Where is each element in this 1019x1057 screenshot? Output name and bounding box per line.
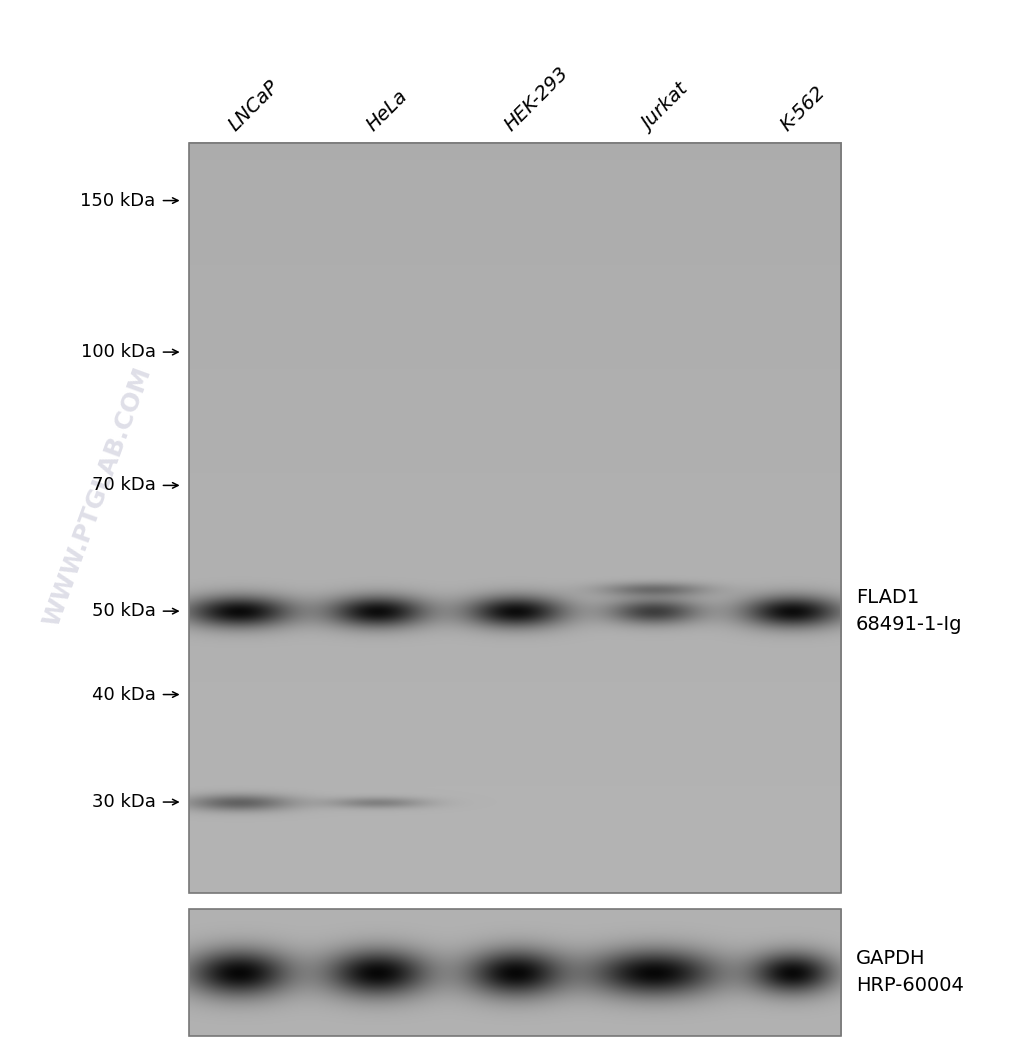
Text: 70 kDa: 70 kDa bbox=[92, 477, 156, 495]
Text: GAPDH
HRP-60004: GAPDH HRP-60004 bbox=[856, 949, 964, 995]
Text: 100 kDa: 100 kDa bbox=[81, 344, 156, 361]
Bar bbox=[189, 143, 841, 893]
Text: FLAD1
68491-1-Ig: FLAD1 68491-1-Ig bbox=[856, 589, 962, 634]
Text: LNCaP: LNCaP bbox=[225, 77, 283, 134]
Text: 50 kDa: 50 kDa bbox=[92, 602, 156, 620]
Bar bbox=[189, 909, 841, 1036]
Text: WWW.PTGLAB.COM: WWW.PTGLAB.COM bbox=[40, 364, 156, 630]
Text: HeLa: HeLa bbox=[363, 87, 412, 134]
Text: 40 kDa: 40 kDa bbox=[92, 686, 156, 704]
Text: HEK-293: HEK-293 bbox=[501, 63, 573, 134]
Text: 30 kDa: 30 kDa bbox=[92, 793, 156, 811]
Text: Jurkat: Jurkat bbox=[639, 81, 693, 134]
Text: 150 kDa: 150 kDa bbox=[81, 191, 156, 209]
Text: K-562: K-562 bbox=[777, 82, 829, 134]
